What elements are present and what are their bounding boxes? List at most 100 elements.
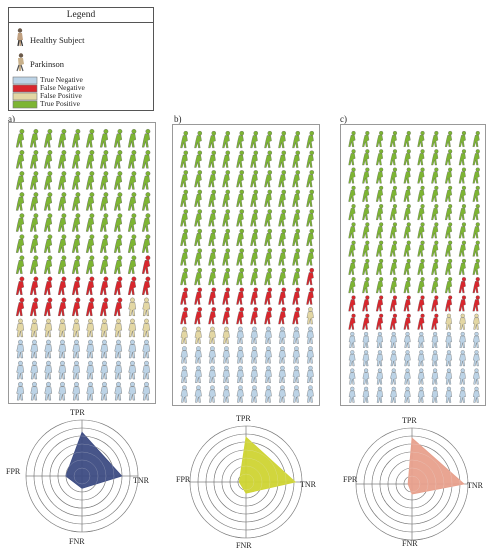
person-icon-tp: [376, 185, 384, 202]
person-icon-tp: [43, 192, 53, 211]
person-icon-fn: [236, 307, 244, 325]
person-icon-tn: [194, 346, 202, 364]
person-icon-fn: [445, 295, 453, 312]
legend-parkinson-label: Parkinson: [30, 59, 64, 69]
person-icon-tn: [194, 385, 202, 403]
legend-graphics: [12, 28, 38, 109]
person-icon-tp: [417, 240, 425, 257]
person-icon-tp: [15, 213, 25, 232]
person-icon-tp: [208, 170, 216, 188]
swatch-true-positive: [12, 100, 38, 109]
person-icon-tn: [180, 346, 188, 364]
person-icon-tp: [362, 222, 370, 239]
person-icon-tp: [208, 189, 216, 207]
person-icon-tp: [250, 131, 258, 149]
person-icon-tp: [306, 189, 314, 207]
person-icon-tn: [459, 331, 466, 348]
person-icon-tp: [376, 240, 384, 257]
person-icon-tp: [306, 150, 314, 168]
person-icon-fp: [128, 297, 137, 316]
person-icon-tp: [472, 240, 480, 257]
person-icon-tp: [113, 171, 123, 190]
person-icon-tp: [389, 240, 398, 257]
person-icon-tp: [180, 228, 188, 246]
person-icon-tn: [250, 365, 258, 383]
person-icon-fn: [15, 297, 25, 316]
person-icon-tn: [362, 350, 370, 367]
person-icon-tp: [348, 185, 356, 202]
person-icon-tp: [85, 192, 95, 211]
person-icon-fn: [376, 313, 384, 330]
legend-true-positive-label: True Positive: [40, 99, 80, 108]
person-icon-tp: [264, 268, 272, 286]
person-icon-fn: [180, 307, 188, 325]
person-icon-tp: [417, 131, 425, 147]
person-icon-tp: [194, 228, 202, 246]
person-icon-fp: [459, 313, 466, 330]
person-icon-fn: [417, 313, 425, 330]
person-icon-tp: [376, 258, 384, 275]
person-icon-tp: [71, 255, 81, 274]
person-icon-fn: [71, 276, 81, 295]
person-icon-tp: [43, 129, 53, 148]
person-icon-fn: [278, 307, 286, 325]
person-icon-fp: [44, 318, 53, 338]
person-icon-tn: [404, 368, 411, 385]
person-icon-tn: [100, 339, 109, 359]
person-icon-tp: [264, 209, 272, 227]
person-icon-tp: [348, 240, 356, 257]
person-icon-tp: [278, 170, 286, 188]
person-icon-tp: [15, 150, 25, 169]
person-icon-tp: [458, 131, 467, 147]
person-icon-tp: [431, 167, 439, 184]
panel-c-fnr-label: FNR: [402, 539, 418, 548]
radar-ring-overlay: [387, 459, 437, 509]
person-icon-tn: [86, 381, 95, 401]
person-icon-tn: [264, 326, 272, 344]
person-icon-tp: [71, 150, 81, 169]
person-icon-tp: [208, 228, 216, 246]
person-icon-tp: [57, 255, 67, 274]
radar-area: [407, 437, 465, 495]
radar-ring-overlay: [221, 457, 271, 507]
person-icon-tp: [180, 268, 188, 286]
person-icon-tp: [222, 209, 230, 227]
person-icon-tp: [194, 131, 202, 149]
person-icon-fn: [141, 255, 151, 274]
person-icon-tn: [180, 385, 188, 403]
legend-title: Legend: [9, 8, 153, 23]
person-icon-tp: [194, 268, 202, 286]
person-icon-tp: [403, 149, 411, 166]
person-icon-tn: [128, 381, 137, 401]
person-icon-tp: [458, 167, 467, 184]
person-icon-tn: [236, 346, 244, 364]
person-icon-tp: [250, 228, 258, 246]
person-icon-fn: [194, 307, 202, 325]
person-icon-fn: [222, 307, 230, 325]
person-icon-tp: [57, 234, 67, 253]
person-icon-tn: [278, 365, 286, 383]
person-icon-tn: [445, 368, 452, 385]
radar-ring-overlay: [379, 451, 445, 517]
person-icon-tn: [58, 339, 67, 359]
person-icon-tp: [292, 209, 300, 227]
person-icon-tn: [72, 339, 81, 359]
radar-ring-overlay: [57, 451, 107, 501]
person-icon-tp: [362, 131, 370, 147]
person-icon-tp: [348, 167, 356, 184]
person-icon-tp: [431, 204, 439, 220]
person-icon-tp: [376, 131, 384, 147]
person-icon-tp: [389, 258, 398, 275]
legend: Legend Healthy Subject Parkinson True Ne…: [8, 7, 154, 111]
person-icon-fn: [85, 297, 95, 316]
person-icon-tp: [71, 213, 81, 232]
person-icon-tp: [376, 222, 384, 239]
person-icon-tp: [306, 209, 314, 227]
person-icon-tp: [43, 213, 53, 232]
panel-b-fpr-label: FPR: [176, 475, 191, 484]
person-icon-tp: [403, 131, 411, 147]
person-icon-tp: [417, 258, 425, 275]
panel-c-label: c): [340, 114, 347, 124]
person-icon-tn: [348, 368, 356, 385]
person-icon-fn: [389, 313, 398, 330]
